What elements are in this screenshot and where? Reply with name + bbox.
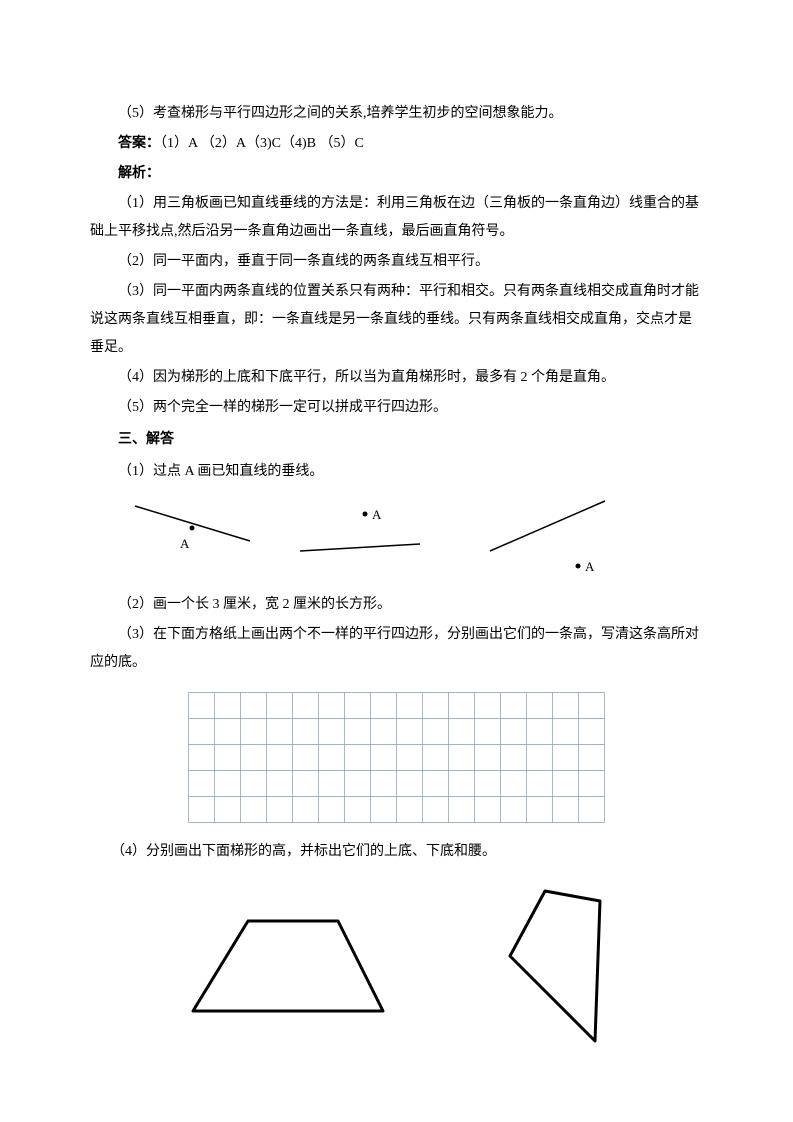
- analysis-4: （4）因为梯形的上底和下底平行，所以当为直角梯形时，最多有 2 个角是直角。: [90, 364, 703, 392]
- analysis-label: 解析：: [90, 160, 703, 188]
- analysis-2: （2）同一平面内，垂直于同一条直线的两条直线互相平行。: [90, 248, 703, 276]
- q1: （1）过点 A 画已知直线的垂线。: [90, 458, 703, 486]
- q3: （3）在下面方格纸上画出两个不一样的平行四边形，分别画出它们的一条高，写清这条高…: [90, 621, 703, 677]
- grid-svg: [188, 692, 605, 823]
- diagram-perpendicular: A A A: [120, 496, 673, 576]
- trapezoid-left-svg: [183, 911, 393, 1021]
- trapezoid-right-svg: [500, 886, 610, 1046]
- q4: （4）分别画出下面梯形的高，并标出它们的上底、下底和腰。: [90, 838, 703, 866]
- answer-label: 答案：: [118, 136, 160, 151]
- svg-text:A: A: [180, 536, 190, 551]
- perpendicular-svg: A A A: [120, 496, 680, 576]
- svg-text:A: A: [372, 507, 382, 522]
- section-3-title: 三、解答: [90, 426, 703, 454]
- grid-diagram: [90, 692, 703, 823]
- line-5: （5）考查梯形与平行四边形之间的关系,培养学生初步的空间想象能力。: [90, 100, 703, 128]
- analysis-5: （5）两个完全一样的梯形一定可以拼成平行四边形。: [90, 394, 703, 422]
- answer-line: 答案：（1）A （2）A（3)C（4)B （5）C: [90, 130, 703, 158]
- analysis-1: （1）用三角板画已知直线垂线的方法是：利用三角板在边（三角板的一条直角边）线重合…: [90, 190, 703, 246]
- trapezoid-diagram: [130, 886, 663, 1046]
- q2: （2）画一个长 3 厘米，宽 2 厘米的长方形。: [90, 591, 703, 619]
- answer-content: （1）A （2）A（3)C（4)B （5）C: [160, 136, 364, 151]
- svg-text:A: A: [585, 559, 595, 574]
- analysis-3: （3）同一平面内两条直线的位置关系只有两种：平行和相交。只有两条直线相交成直角时…: [90, 278, 703, 362]
